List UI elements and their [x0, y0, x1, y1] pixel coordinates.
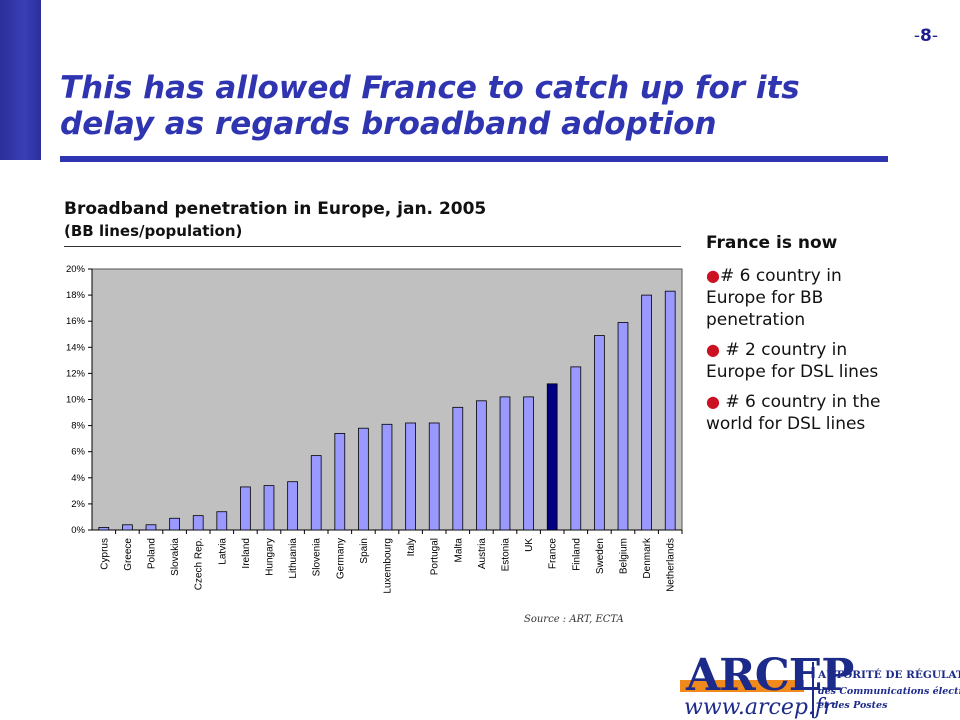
bar-malta — [452, 406, 464, 531]
bar-austria — [476, 400, 487, 531]
y-tick-label: 6% — [71, 447, 85, 458]
bar-chart: 0% 2% 4% 6% 8% 10% 12% 14% 16% 18% 20% Cyprus Greece… — [66, 264, 683, 594]
x-tick-label: Belgium — [619, 538, 630, 574]
x-tick-label: Spain — [359, 538, 370, 564]
x-tick-label: Slovakia — [170, 538, 181, 576]
bullet-dot-icon: ● — [706, 340, 720, 359]
side-bullet: ● # 6 country in the world for DSL lines — [706, 392, 881, 434]
side-bullet: ●# 6 country in Europe for BB penetratio… — [706, 266, 842, 330]
bar-cyprus — [98, 526, 110, 531]
y-tick-label: 2% — [71, 499, 85, 510]
bar-finland — [570, 366, 582, 531]
side-panel-heading: France is now — [706, 233, 838, 253]
x-tick-label: UK — [524, 538, 535, 552]
bar-poland — [145, 524, 157, 531]
bar-italy — [405, 422, 416, 531]
y-tick-label: 4% — [71, 473, 85, 484]
bar-sweden — [594, 335, 605, 531]
chart-heading: Broadband penetration in Europe, jan. 20… — [64, 199, 487, 219]
x-tick-label: Estonia — [501, 538, 512, 572]
x-tick-label: Luxembourg — [383, 538, 394, 594]
bar-netherlands — [664, 290, 676, 531]
svg-text:et des Postes: et des Postes — [818, 700, 888, 711]
x-tick-label: Poland — [147, 538, 158, 569]
x-tick-label: Malta — [453, 538, 464, 563]
x-tick-label: Portugal — [430, 538, 441, 575]
left-accent-bar — [0, 0, 41, 160]
y-tick-label: 18% — [66, 290, 86, 301]
slide-title: This has allowed France to catch up for … — [60, 70, 800, 142]
x-tick-label: Ireland — [241, 538, 252, 569]
bar-slovenia — [310, 455, 322, 531]
y-tick-label: 14% — [66, 342, 86, 353]
svg-text:des Communications électroniqu: des Communications électroniques — [818, 686, 960, 697]
y-tick-label: 20% — [66, 264, 86, 275]
svg-text:www.arcep.fr: www.arcep.fr — [684, 695, 835, 720]
page-number: -8- — [913, 26, 938, 46]
x-tick-label: Austria — [477, 538, 488, 570]
x-tick-label: Cyprus — [99, 538, 110, 570]
bar-portugal — [428, 422, 440, 531]
x-tick-label: Italy — [406, 538, 417, 556]
side-panel: France is now ●# 6 country in Europe for… — [706, 232, 896, 443]
bar-germany — [334, 433, 346, 531]
x-tick-label: Slovenia — [312, 538, 323, 577]
bar-spain — [358, 427, 369, 531]
side-bullet: ● # 2 country in Europe for DSL lines — [706, 340, 879, 382]
bar-estonia — [499, 396, 511, 531]
x-tick-label: Sweden — [595, 538, 606, 574]
title-underline — [60, 156, 888, 162]
svg-text:ARCEP: ARCEP — [685, 650, 853, 701]
x-tick-label: Latvia — [217, 538, 228, 565]
x-tick-label: Finland — [571, 538, 582, 571]
arcep-logo: ARCEP www.arcep.fr AUTORITÉ DE RÉGULATIO… — [680, 650, 960, 720]
bullet-dot-icon: ● — [706, 392, 720, 411]
x-tick-label: France — [548, 538, 559, 570]
x-tick-label: Denmark — [642, 537, 653, 579]
bar-uk — [523, 396, 534, 531]
svg-text:AUTORITÉ DE RÉGULATION: AUTORITÉ DE RÉGULATION — [817, 667, 960, 681]
x-tick-label: Germany — [335, 538, 346, 579]
y-tick-label: 10% — [66, 395, 86, 406]
chart-heading-rule — [64, 246, 681, 247]
bar-luxembourg — [381, 423, 393, 531]
x-tick-label: Netherlands — [666, 538, 677, 592]
chart-subheading: (BB lines/population) — [64, 222, 243, 240]
y-tick-label: 8% — [71, 421, 85, 432]
x-tick-label: Czech Rep. — [194, 538, 205, 590]
bar-lithuania — [287, 481, 298, 531]
bar-france — [546, 383, 558, 531]
bar-hungary — [263, 485, 275, 531]
x-tick-label: Greece — [123, 538, 134, 571]
bar-greece — [122, 524, 133, 531]
y-tick-label: 12% — [66, 368, 86, 379]
bar-czech-rep — [192, 515, 204, 531]
bullet-dot-icon: ● — [706, 266, 720, 285]
bar-ireland — [240, 486, 251, 531]
bar-denmark — [641, 294, 652, 531]
bar-belgium — [617, 322, 629, 531]
bar-latvia — [216, 511, 228, 531]
y-tick-label: 16% — [66, 316, 86, 327]
x-tick-label: Lithuania — [288, 538, 299, 579]
y-tick-label: 0% — [71, 525, 85, 536]
x-tick-label: Hungary — [265, 538, 276, 576]
bar-slovakia — [169, 517, 180, 531]
source-note: Source : ART, ECTA — [524, 614, 624, 625]
